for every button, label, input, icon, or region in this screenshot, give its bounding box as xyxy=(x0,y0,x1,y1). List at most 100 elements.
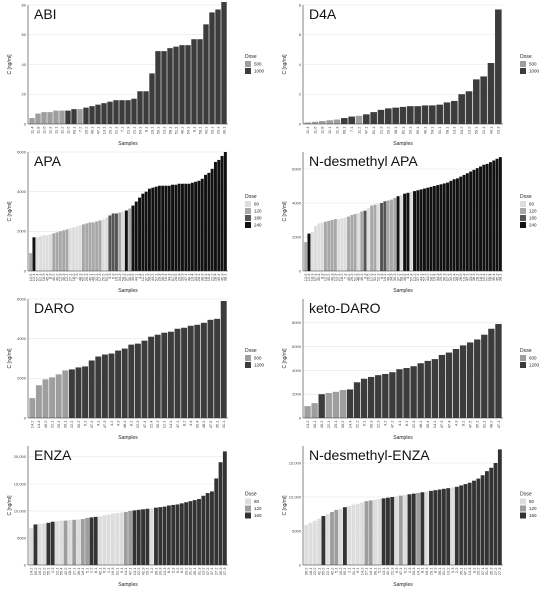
legend-swatch xyxy=(245,61,251,67)
x-tick-label: 40.1 xyxy=(179,126,184,135)
bar xyxy=(210,168,214,271)
x-tick-label: 22.2 xyxy=(354,420,359,429)
bar xyxy=(452,348,460,418)
bar xyxy=(333,219,337,271)
x-tick-label: 7.1 xyxy=(349,126,354,132)
bar xyxy=(424,360,431,418)
y-tick-label: 2 xyxy=(299,92,302,97)
chart-title: N-desmethyl-ENZA xyxy=(309,447,430,463)
x-tick-label: 37.1 xyxy=(480,567,485,576)
bar xyxy=(72,519,77,565)
bar xyxy=(327,220,331,271)
x-tick-label: 2.2 xyxy=(89,567,94,573)
x-tick-label: 57.3 xyxy=(38,273,43,282)
bar xyxy=(89,517,94,565)
x-tick-label: 16.1 xyxy=(114,273,119,282)
x-tick-label: 13.1 xyxy=(381,567,386,576)
legend-title: Dose xyxy=(245,348,257,354)
y-tick-label: 0 xyxy=(299,121,302,126)
x-tick-label: 30.2 xyxy=(76,420,81,429)
y-tick-label: 2000 xyxy=(292,392,302,397)
y-tick-label: 5000 xyxy=(292,528,302,533)
bar xyxy=(187,325,194,418)
legend-swatch xyxy=(520,68,526,74)
x-tick-label: 21.3 xyxy=(378,126,383,135)
bar xyxy=(353,214,357,271)
x-tick-label: 5.1 xyxy=(84,567,89,573)
bar xyxy=(59,520,64,565)
x-tick-label: 47.5 xyxy=(208,420,213,429)
bar xyxy=(62,230,66,271)
x-tick-label: 11.6 xyxy=(41,126,46,134)
bar xyxy=(48,234,52,271)
bar xyxy=(204,174,208,271)
x-tick-label: 22.2 xyxy=(209,273,214,282)
x-tick-label: 3.3 xyxy=(107,273,112,279)
panel-abi: 0 20 40 60 80 11.4 11.8 11.6 11.3 11.1 11.2 11.5 60.… xyxy=(0,0,275,147)
bar xyxy=(145,508,150,565)
bar xyxy=(121,211,125,271)
bar xyxy=(111,213,115,271)
bar xyxy=(454,486,459,565)
x-tick-label: 58.1 xyxy=(167,126,172,135)
bar xyxy=(381,498,386,565)
x-tick-label: 29.2 xyxy=(386,126,391,135)
bar xyxy=(155,51,161,124)
x-tick-label: 12.2 xyxy=(412,273,417,282)
bar xyxy=(161,51,167,124)
bar xyxy=(492,160,496,271)
legend-label: 1200 xyxy=(529,363,540,368)
legend-swatch xyxy=(520,355,526,361)
bar xyxy=(396,369,403,418)
bar xyxy=(209,491,214,565)
x-tick-label: 36.1 xyxy=(76,567,81,576)
x-tick-label: 10.4 xyxy=(190,273,195,282)
x-tick-label: 32.1 xyxy=(372,273,377,282)
x-tick-label: 35.1 xyxy=(192,567,197,576)
y-tick-label: 6 xyxy=(299,32,302,37)
legend-label: 120 xyxy=(254,506,262,511)
bar xyxy=(488,328,495,418)
bar xyxy=(197,39,203,124)
x-tick-label: 4.2 xyxy=(383,420,388,426)
bar xyxy=(406,192,410,271)
x-tick-label: 47.1 xyxy=(364,126,369,135)
bar xyxy=(458,94,465,124)
bar xyxy=(495,158,499,271)
bar xyxy=(389,199,393,271)
x-tick-label: 12.4 xyxy=(306,273,311,282)
y-tick-label: 8000 xyxy=(292,320,302,325)
bar xyxy=(481,334,488,418)
x-tick-label: 59.1 xyxy=(474,126,479,135)
x-tick-label: 35.3 xyxy=(392,273,397,282)
y-tick-label: 15,000 xyxy=(289,460,302,465)
y-tick-label: 2000 xyxy=(17,229,27,234)
bar xyxy=(488,162,492,271)
bar xyxy=(422,188,426,271)
bar xyxy=(403,368,410,418)
bar xyxy=(173,46,179,124)
x-tick-label: 16.1 xyxy=(80,567,85,576)
x-tick-label: 49.4 xyxy=(216,273,221,282)
x-tick-label: 33.3 xyxy=(180,273,185,282)
chart-svg: 0 2000 4000 6000 12.512.457.457.318.345.48.3… xyxy=(7,149,262,294)
x-tick-label: 48.1 xyxy=(122,420,127,429)
legend-label: 60 xyxy=(254,202,260,207)
bar xyxy=(158,507,163,565)
legend-label: 500 xyxy=(254,62,262,67)
x-tick-label: 28.5 xyxy=(173,273,178,282)
x-tick-label: 42.1 xyxy=(316,567,321,576)
x-tick-label: 4.1 xyxy=(96,420,101,426)
x-tick-label: 22.3 xyxy=(136,567,141,576)
x-tick-label: 13.1 xyxy=(161,126,166,135)
x-tick-label: 34.3 xyxy=(117,273,122,282)
x-tick-label: 22.2 xyxy=(312,567,317,576)
y-axis-label: C [ng/ml] xyxy=(282,495,288,516)
x-tick-label: 57.1 xyxy=(422,273,427,282)
bar xyxy=(312,520,317,565)
bar xyxy=(179,45,185,124)
x-tick-label: 40.1 xyxy=(89,126,94,135)
y-tick-label: 40 xyxy=(22,62,27,67)
x-tick-label: 30.4 xyxy=(195,420,200,429)
